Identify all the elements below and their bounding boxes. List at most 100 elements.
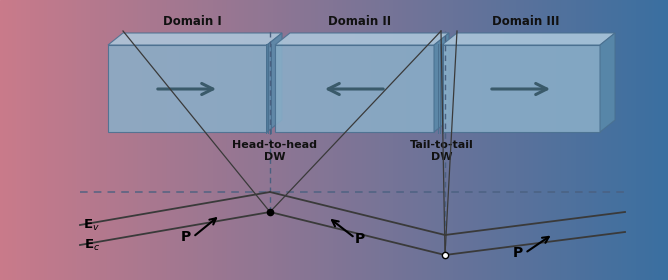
Bar [78, 0, 81, 280]
Bar [479, 0, 482, 280]
Bar [18, 0, 21, 280]
Text: Domain II: Domain II [328, 15, 391, 28]
Bar [423, 0, 426, 280]
Bar [38, 0, 41, 280]
Bar [550, 0, 553, 280]
Bar [332, 0, 335, 280]
Bar [156, 0, 159, 280]
Bar [0, 0, 3, 280]
Bar [27, 0, 30, 280]
Text: E$_v$: E$_v$ [84, 218, 100, 233]
Bar [323, 0, 326, 280]
Bar [142, 0, 146, 280]
Bar [98, 0, 101, 280]
Bar [650, 0, 653, 280]
Bar [472, 0, 475, 280]
Bar [334, 0, 337, 280]
Bar [42, 0, 45, 280]
Bar [100, 0, 104, 280]
Bar [187, 0, 190, 280]
Bar [319, 0, 321, 280]
Bar [610, 0, 613, 280]
Bar [365, 0, 368, 280]
Bar [454, 0, 458, 280]
Bar [149, 0, 152, 280]
Bar [559, 0, 562, 280]
Bar [613, 0, 615, 280]
Bar [252, 0, 255, 280]
Bar [29, 0, 32, 280]
Bar [448, 0, 451, 280]
Bar [661, 0, 665, 280]
Bar [71, 0, 74, 280]
Bar [205, 0, 208, 280]
Bar [345, 0, 348, 280]
Bar [619, 0, 622, 280]
Bar [176, 0, 179, 280]
Bar [107, 0, 110, 280]
Bar [256, 0, 259, 280]
Bar [276, 0, 279, 280]
Bar [523, 0, 526, 280]
Bar [452, 0, 455, 280]
Bar [643, 0, 647, 280]
Bar [633, 0, 635, 280]
Bar [292, 0, 295, 280]
Bar [220, 0, 224, 280]
Bar [182, 0, 186, 280]
Text: P: P [513, 246, 523, 260]
Bar [401, 0, 404, 280]
Bar [385, 0, 388, 280]
Bar [242, 0, 246, 280]
Bar [407, 0, 411, 280]
Bar [343, 0, 346, 280]
Bar [218, 0, 221, 280]
Bar [352, 0, 355, 280]
Bar [325, 0, 328, 280]
Bar [356, 0, 359, 280]
Bar [69, 0, 72, 280]
Bar [490, 0, 493, 280]
Bar [336, 0, 339, 280]
Bar [11, 0, 14, 280]
Bar [372, 0, 375, 280]
Bar [294, 0, 297, 280]
Bar [606, 0, 609, 280]
Bar [486, 0, 488, 280]
Bar [125, 0, 128, 280]
Bar [381, 0, 384, 280]
Bar [387, 0, 391, 280]
Bar [51, 0, 54, 280]
Bar [229, 0, 232, 280]
Bar [639, 0, 642, 280]
Bar [189, 0, 192, 280]
Bar [267, 0, 271, 280]
Bar [630, 0, 633, 280]
Bar [436, 0, 440, 280]
Polygon shape [442, 33, 615, 45]
Text: Tail-to-tail
DW: Tail-to-tail DW [410, 140, 474, 162]
Bar [269, 0, 273, 280]
Bar [608, 0, 611, 280]
Bar [212, 0, 214, 280]
Bar [216, 0, 219, 280]
Bar [265, 0, 268, 280]
Bar [519, 0, 522, 280]
Bar [552, 0, 555, 280]
Bar [572, 0, 575, 280]
Bar [140, 0, 144, 280]
Bar [439, 0, 442, 280]
Bar [279, 0, 281, 280]
Bar [198, 0, 201, 280]
Bar [621, 0, 625, 280]
Bar [561, 0, 564, 280]
Bar [7, 0, 10, 280]
Bar [67, 0, 70, 280]
Bar [339, 0, 341, 280]
Bar [468, 0, 471, 280]
Bar [33, 0, 37, 280]
Bar [118, 0, 121, 280]
Bar [127, 0, 130, 280]
Bar [516, 0, 520, 280]
Bar [595, 0, 598, 280]
